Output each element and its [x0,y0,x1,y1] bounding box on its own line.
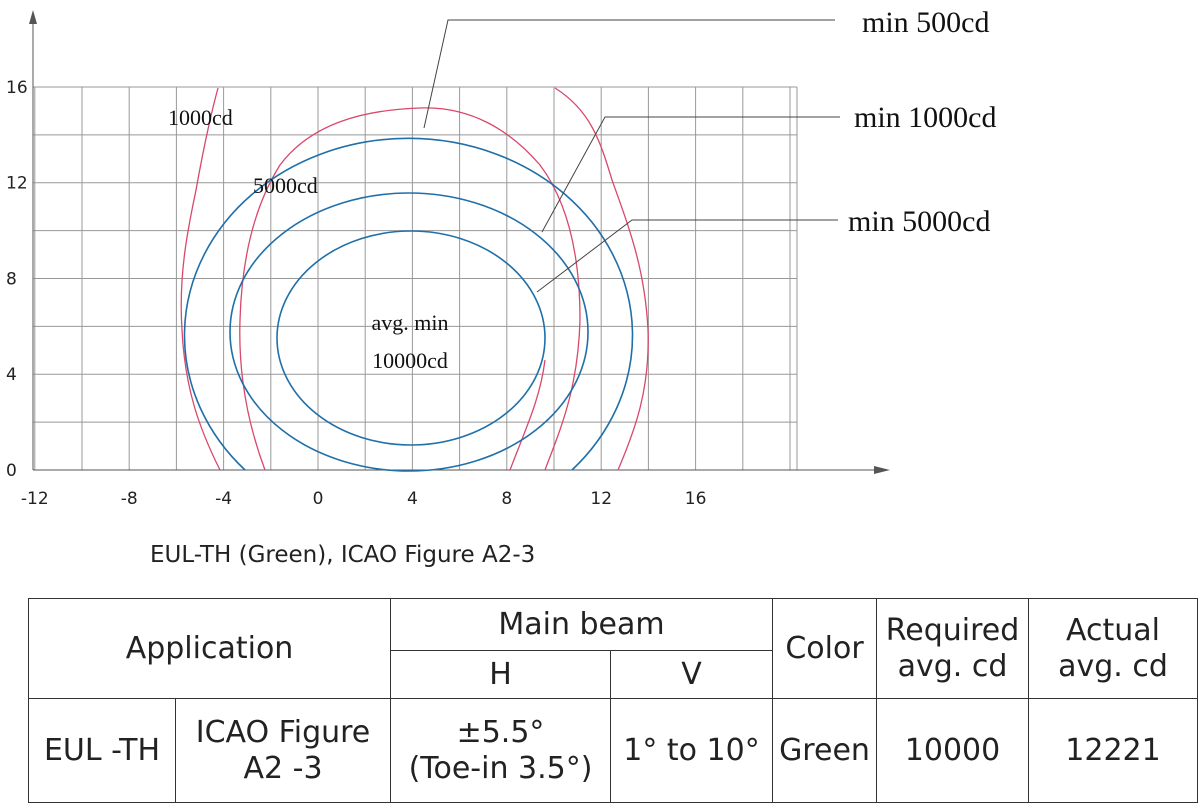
leader-1000 [541,116,840,233]
contour-min-1000cd [229,192,589,472]
contour-min-5000cd [276,230,546,446]
x-axis-arrow [874,466,890,474]
center-label: 10000cd [372,348,448,373]
grid [33,86,798,471]
header-cell: Main beam [390,598,773,651]
x-tick-label: -8 [121,489,138,509]
header-cell: Application [28,598,391,699]
x-tick-label: 16 [685,489,707,509]
leader-5000 [536,219,838,293]
annotation: min 1000cd [854,101,997,134]
subheader-cell: V [610,650,773,699]
contour-label: 5000cd [253,173,318,198]
contour-5000cd [239,107,581,471]
table-cell: 12221 [1028,698,1198,803]
table-cell: ICAO Figure A2 -3 [175,698,391,803]
x-tick-label: 4 [407,489,418,509]
leader-500 [423,19,835,129]
contour-min-500cd [183,137,634,471]
annotation: min 500cd [862,6,990,39]
table-cell: 10000 [876,698,1029,803]
header-cell: Color [772,598,877,699]
caption: EUL-TH (Green), ICAO Figure A2-3 [150,542,535,568]
table-cell: EUL -TH [28,698,176,803]
x-tick-label: 12 [590,489,612,509]
header-cell: Actual avg. cd [1028,598,1198,699]
y-tick-label: 0 [6,461,17,481]
center-label: avg. min [372,310,449,335]
spec-table: Application Main beam Color Required avg… [28,598,1198,803]
subheader-cell: H [390,650,611,699]
table-cell: 1° to 10° [610,698,773,803]
annotation: min 5000cd [848,205,991,238]
header-cell: Required avg. cd [876,598,1029,699]
y-tick-label: 8 [6,269,17,289]
table-cell: ±5.5° (Toe-in 3.5°) [390,698,611,803]
contour-label: 1000cd [168,105,233,130]
diagram: min 500cd min 1000cd min 5000cd 1000cd 5… [6,6,997,568]
table-cell: Green [772,698,877,803]
contour-inner-right [509,359,546,471]
contour-1000cd-left [180,87,221,471]
contour-1000cd-right [554,87,649,471]
y-tick-label: 12 [6,174,28,194]
y-tick-label: 16 [6,78,28,98]
x-tick-label: -12 [21,489,49,509]
y-axis-arrow [29,10,37,24]
x-tick-label: -4 [215,489,232,509]
x-tick-label: 8 [501,489,512,509]
x-tick-label: 0 [313,489,324,509]
y-tick-label: 4 [6,365,17,385]
